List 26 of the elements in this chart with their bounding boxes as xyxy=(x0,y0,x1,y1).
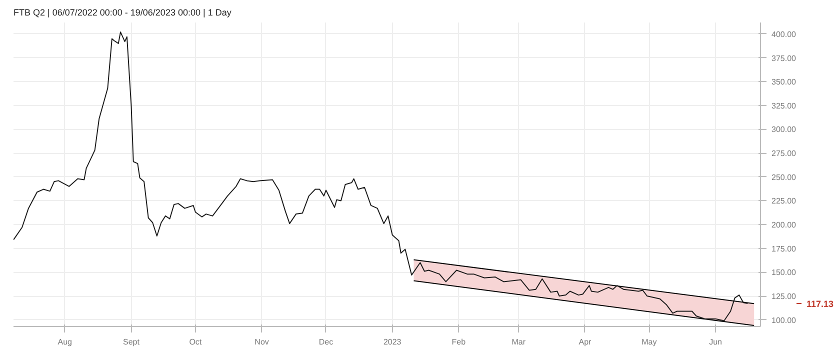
x-tick-label: Aug xyxy=(58,338,72,346)
x-tick-label: Mar xyxy=(512,338,526,346)
y-tick-label: 200.00 xyxy=(772,220,797,230)
y-tick-label: 325.00 xyxy=(772,101,797,110)
y-tick-label: 175.00 xyxy=(772,244,797,254)
y-tick-label: 350.00 xyxy=(772,78,797,87)
x-tick-label: 2023 xyxy=(383,338,402,346)
y-tick-label: 300.00 xyxy=(772,125,797,134)
text: 117.13 xyxy=(806,299,834,310)
x-tick-label: Nov xyxy=(254,338,269,346)
y-tick-label: 275.00 xyxy=(772,149,797,158)
y-tick-label: 250.00 xyxy=(772,172,797,182)
x-tick-label: Feb xyxy=(452,338,466,346)
x-tick-label: Apr xyxy=(578,338,592,346)
x-tick-label: Oct xyxy=(189,338,202,346)
y-tick-label: 100.00 xyxy=(772,316,797,325)
chart-title: FTB Q2 | 06/07/2022 00:00 - 19/06/2023 00:00 | 1 Day xyxy=(14,8,232,18)
y-tick-label: 150.00 xyxy=(772,268,797,278)
x-tick-label: Sept xyxy=(122,338,140,346)
x-tick-label: Dec xyxy=(318,338,334,346)
y-tick-label: 225.00 xyxy=(772,196,797,206)
x-tick-label: Jun xyxy=(709,338,722,346)
y-tick-label: 400.00 xyxy=(772,30,797,39)
y-tick-label: 375.00 xyxy=(772,54,797,63)
x-tick-label: May xyxy=(642,338,657,346)
y-tick-label: 125.00 xyxy=(772,292,797,302)
